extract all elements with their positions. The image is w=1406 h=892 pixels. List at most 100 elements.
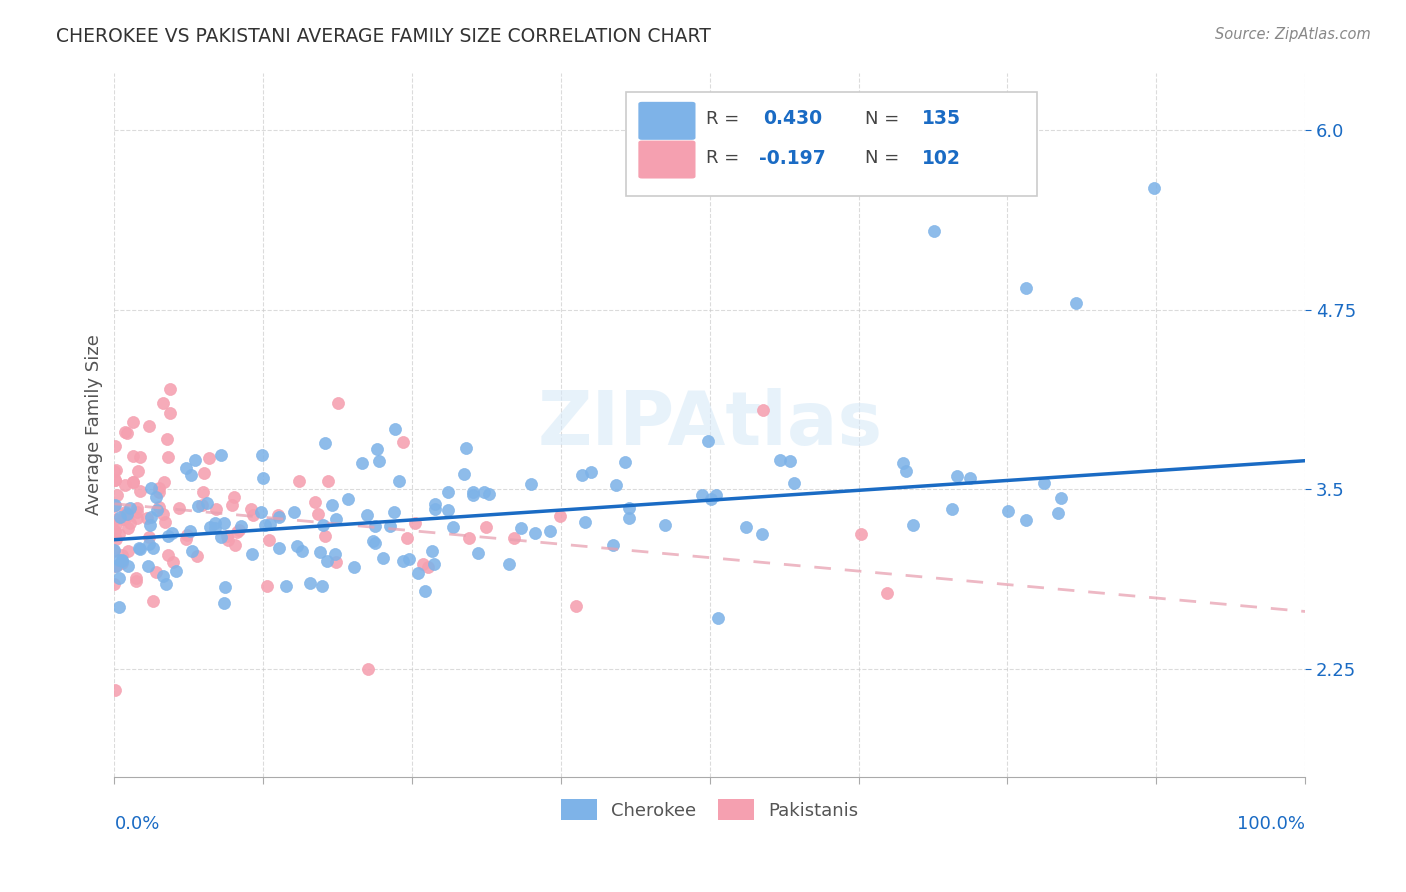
Point (125, 510, 148, 524)
Point (122, 450, 145, 464)
Text: -0.197: -0.197 (759, 149, 825, 168)
Point (412, 558, 434, 572)
Point (876, 586, 898, 600)
Point (325, 555, 347, 569)
Point (225, 525, 247, 540)
Point (198, 520, 221, 534)
Point (1015, 281, 1038, 295)
Point (129, 450, 152, 464)
Point (700, 492, 723, 507)
Point (423, 497, 446, 511)
Point (1143, 181, 1166, 195)
Point (118, 501, 141, 516)
Point (321, 498, 343, 512)
Point (122, 415, 145, 429)
FancyBboxPatch shape (627, 92, 1038, 196)
Point (152, 507, 174, 521)
Point (115, 506, 138, 520)
Point (107, 571, 129, 585)
Text: 0.430: 0.430 (763, 109, 823, 128)
Point (108, 600, 131, 615)
Point (105, 558, 128, 573)
Point (114, 425, 136, 439)
Point (364, 519, 387, 533)
Point (520, 476, 543, 491)
Point (367, 454, 389, 468)
Point (114, 478, 136, 492)
Point (125, 574, 148, 588)
Point (214, 596, 236, 610)
Point (307, 507, 329, 521)
Point (253, 517, 276, 532)
Point (112, 511, 135, 525)
Point (104, 516, 127, 531)
Point (117, 426, 139, 441)
Point (148, 481, 170, 495)
Point (751, 527, 773, 541)
Point (174, 532, 197, 546)
FancyBboxPatch shape (638, 102, 696, 140)
Point (997, 504, 1019, 518)
Point (475, 520, 498, 534)
Point (922, 224, 945, 238)
Point (162, 555, 184, 569)
Point (318, 474, 340, 488)
Point (550, 509, 572, 524)
Point (326, 396, 349, 410)
Point (224, 539, 246, 553)
Point (893, 456, 915, 470)
Point (139, 481, 162, 495)
Point (228, 523, 250, 537)
Point (256, 578, 278, 592)
Point (214, 581, 236, 595)
Point (252, 470, 274, 484)
Point (404, 516, 426, 530)
Point (498, 557, 520, 571)
Point (108, 510, 131, 524)
Text: R =: R = (706, 110, 745, 128)
Point (195, 496, 218, 510)
Point (420, 544, 443, 558)
Point (240, 547, 263, 561)
Point (380, 519, 402, 533)
Point (239, 502, 262, 516)
Point (204, 521, 226, 535)
Point (115, 508, 138, 523)
Text: 135: 135 (922, 109, 960, 128)
Point (145, 566, 167, 580)
Point (350, 456, 373, 470)
Point (209, 530, 232, 544)
Point (267, 541, 290, 555)
Point (903, 517, 925, 532)
Point (283, 505, 305, 519)
Point (425, 502, 447, 516)
Point (115, 507, 138, 521)
Text: Source: ZipAtlas.com: Source: ZipAtlas.com (1215, 27, 1371, 42)
Point (406, 566, 429, 581)
Point (111, 554, 134, 568)
Point (697, 434, 720, 449)
Point (382, 505, 405, 519)
Point (103, 544, 125, 558)
Point (735, 519, 758, 533)
Point (364, 536, 387, 550)
Point (581, 465, 603, 479)
Point (395, 532, 418, 546)
Text: CHEROKEE VS PAKISTANI AVERAGE FAMILY SIZE CORRELATION CHART: CHEROKEE VS PAKISTANI AVERAGE FAMILY SIZ… (56, 27, 711, 45)
Point (267, 508, 290, 523)
Point (114, 511, 136, 525)
Text: 100.0%: 100.0% (1237, 815, 1305, 833)
Point (103, 558, 125, 573)
Text: 102: 102 (922, 149, 960, 168)
Point (127, 505, 149, 519)
Point (205, 502, 228, 516)
Point (167, 501, 190, 516)
Point (105, 488, 128, 502)
Point (221, 498, 243, 512)
Point (779, 454, 801, 468)
Point (117, 544, 139, 558)
Point (138, 418, 160, 433)
Point (142, 541, 165, 556)
Point (155, 577, 177, 591)
Point (187, 499, 209, 513)
